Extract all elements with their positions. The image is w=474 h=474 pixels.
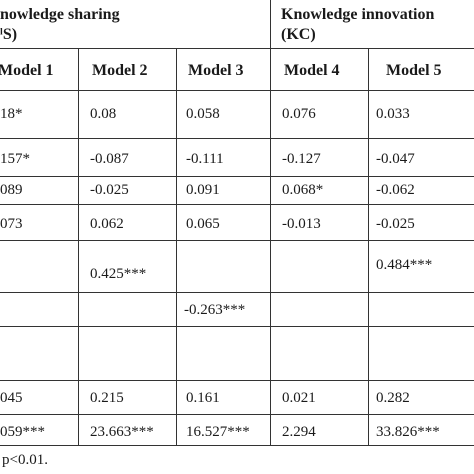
table-cell: 157* — [0, 151, 30, 167]
table-cell: -0.087 — [90, 151, 129, 167]
table-cell: 23.663*** — [90, 424, 154, 440]
table-cell: -0.047 — [376, 151, 415, 167]
group-header-knowledge-innovation-abbr: (KC) — [281, 26, 316, 43]
rule — [0, 204, 474, 205]
rule — [0, 48, 474, 49]
table-cell: 0.215 — [90, 390, 124, 406]
rule — [0, 138, 474, 139]
table-body: nowledge sharing ˡS) Knowledge innovatio… — [0, 0, 474, 446]
rule — [0, 176, 474, 177]
group-header-knowledge-sharing-abbr: ˡS) — [0, 26, 18, 43]
rule — [0, 292, 474, 293]
rule — [0, 380, 474, 381]
table-cell: 0.425*** — [90, 266, 147, 282]
table-cell: 0.033 — [376, 106, 410, 122]
table-cell: -0.013 — [282, 216, 321, 232]
rule — [176, 48, 177, 446]
table-cell: 089 — [0, 182, 23, 198]
table-cell: 0.076 — [282, 106, 316, 122]
table-cell: 059*** — [0, 424, 45, 440]
rule — [0, 326, 474, 327]
table-cell: 2.294 — [282, 424, 316, 440]
table-cell: 045 — [0, 390, 23, 406]
group-header-knowledge-innovation: Knowledge innovation — [281, 6, 435, 23]
table-cell: 0.021 — [282, 390, 316, 406]
column-header-model-2: Model 2 — [92, 62, 148, 79]
table-cell: 0.484*** — [376, 257, 433, 273]
table-cell: 33.826*** — [376, 424, 440, 440]
column-header-model-3: Model 3 — [188, 62, 244, 79]
table-cell: 0.091 — [186, 182, 220, 198]
table-cell: -0.127 — [282, 151, 321, 167]
rule — [0, 240, 474, 241]
column-header-model-1: Model 1 — [0, 62, 54, 79]
rule — [78, 48, 79, 446]
table-cell: 16.527*** — [186, 424, 250, 440]
rule — [0, 445, 474, 446]
rule — [0, 414, 474, 415]
table-cell: 0.062 — [90, 216, 124, 232]
table-cell: -0.062 — [376, 182, 415, 198]
table-cell: -0.025 — [376, 216, 415, 232]
table-cell: -0.025 — [90, 182, 129, 198]
group-header-knowledge-sharing: nowledge sharing — [0, 6, 120, 23]
table-cell: 073 — [0, 216, 23, 232]
table-cell: 0.058 — [186, 106, 220, 122]
rule — [368, 48, 369, 446]
column-header-model-5: Model 5 — [386, 62, 442, 79]
table-cell: 18* — [0, 106, 23, 122]
table-cell: 0.065 — [186, 216, 220, 232]
table-cell: 0.08 — [90, 106, 117, 122]
column-header-model-4: Model 4 — [284, 62, 340, 79]
rule — [270, 0, 271, 446]
table-cell: -0.263*** — [184, 302, 246, 318]
table-cell: -0.111 — [186, 151, 224, 167]
table-footnote: p<0.01. — [2, 452, 48, 468]
table-cell: 0.068* — [282, 182, 324, 198]
table-cell: 0.161 — [186, 390, 220, 406]
table-cell: 0.282 — [376, 390, 410, 406]
rule — [0, 90, 474, 91]
